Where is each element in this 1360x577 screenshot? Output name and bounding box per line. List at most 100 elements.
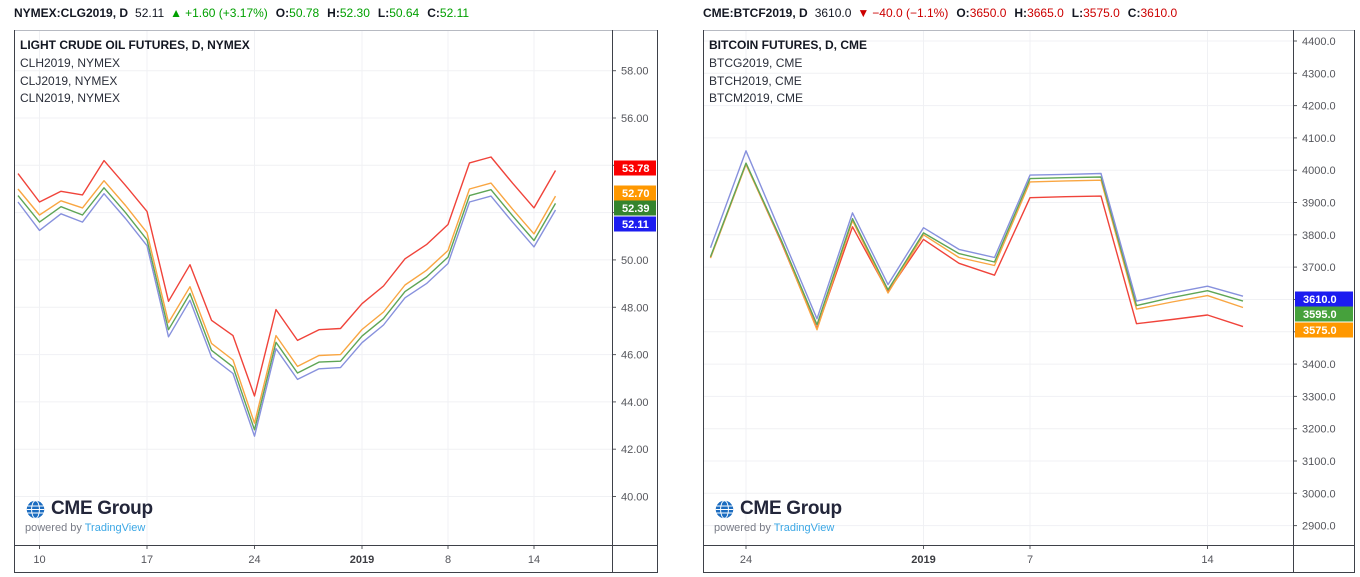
symbol-header-crude: NYMEX:CLG2019, D 52.11 ▲ +1.60 (+3.17%) O:50… [14, 6, 469, 22]
y-axis-label: 3800.0 [1302, 230, 1336, 242]
legend-compare-symbol[interactable]: CLH2019, NYMEX [20, 56, 121, 70]
cme-brand-text: CME Group [51, 498, 153, 519]
close-label: C: [427, 6, 440, 20]
time-scale[interactable] [14, 545, 612, 573]
symbol-header-bitcoin: CME:BTCF2019, D 3610.0 ▼ −40.0 (−1.1%) O:365… [703, 6, 1177, 22]
price-label-text: 52.70 [622, 188, 650, 200]
globe-icon [26, 499, 45, 519]
high-label: H: [1014, 6, 1028, 20]
y-axis-label: 3900.0 [1302, 198, 1336, 210]
legend-compare-symbol[interactable]: BTCG2019, CME [709, 56, 803, 70]
cme-brand-text: CME Group [740, 498, 842, 519]
price-label-text: 52.39 [622, 203, 650, 215]
y-axis-label: 40.00 [621, 492, 649, 504]
bitcoin-chart: 4400.0 4300.0 4200.0 4100.0 4000.0 3900.0 3800… [703, 30, 1355, 573]
y-axis-label: 3100.0 [1302, 456, 1336, 468]
x-axis-label: 17 [141, 554, 153, 566]
legend-compare-symbol[interactable]: BTCM2019, CME [709, 91, 804, 105]
price-label [614, 216, 656, 232]
price-label-text: 3575.0 [1303, 325, 1337, 337]
low-label: L: [377, 6, 390, 20]
price-label-text: 53.78 [622, 163, 650, 175]
chart-legend: BITCOIN FUTURES, D, CME BTCG2019, CME BT… [709, 36, 867, 108]
last-price: 52.11 [135, 6, 165, 20]
legend-compare-symbol[interactable]: CLJ2019, NYMEX [20, 73, 118, 88]
powered-by-text: powered by [714, 522, 771, 534]
legend-title[interactable]: BITCOIN FUTURES, D, CME [709, 38, 867, 52]
price-label-text: 3610.0 [1303, 294, 1337, 306]
tradingview-link[interactable]: TradingView [773, 522, 835, 534]
down-arrow-icon: ▼ [857, 6, 870, 20]
close-label: C: [1127, 6, 1141, 20]
x-axis-label: 24 [248, 554, 260, 566]
x-axis-label: 8 [445, 554, 451, 566]
x-axis-label: 2019 [350, 554, 374, 566]
high-value: 3665.0 [1027, 6, 1064, 20]
y-axis-label: 46.00 [621, 350, 649, 362]
series-line-BTCG2019 [709, 162, 1244, 326]
close-value: 52.11 [439, 6, 470, 20]
y-axis-label: 3400.0 [1302, 359, 1336, 371]
tradingview-link[interactable]: TradingView [84, 522, 146, 534]
chart-plot-area[interactable] [14, 30, 612, 545]
price-label [1295, 306, 1353, 322]
open-label: O: [956, 6, 970, 20]
legend-title[interactable]: LIGHT CRUDE OIL FUTURES, D, NYMEX [20, 38, 250, 52]
series-line-BTCF2019 [709, 150, 1244, 320]
price-scale[interactable] [1293, 30, 1355, 545]
x-axis-label: 14 [1201, 554, 1213, 566]
y-axis-label: 3000.0 [1302, 488, 1336, 500]
y-axis-label: 4300.0 [1302, 68, 1336, 80]
y-axis-label: 4400.0 [1302, 36, 1336, 48]
legend-compare-symbol[interactable]: BTCH2019, CME [709, 73, 802, 88]
price-scale[interactable] [612, 30, 658, 545]
high-label: H: [327, 6, 340, 20]
chart-legend: LIGHT CRUDE OIL FUTURES, D, NYMEX CLH201… [20, 36, 250, 108]
close-value: 3610.0 [1140, 6, 1178, 20]
low-value: 3575.0 [1083, 6, 1120, 20]
open-value: 3650.0 [969, 6, 1007, 20]
price-label [1295, 291, 1353, 307]
last-price: 3610.0 [814, 6, 852, 20]
y-axis-label: 4200.0 [1302, 101, 1336, 113]
price-label-text: 3595.0 [1303, 309, 1337, 321]
y-axis-label: 3700.0 [1302, 262, 1336, 274]
price-label [614, 185, 656, 201]
y-axis-label: 50.00 [621, 255, 649, 267]
price-label [614, 160, 656, 176]
symbol-title[interactable]: CME:BTCF2019, D [703, 6, 808, 20]
y-axis-label: 44.00 [621, 397, 649, 409]
globe-icon [715, 499, 734, 519]
y-axis-label: 4000.0 [1302, 165, 1336, 177]
y-axis-label: 2900.0 [1302, 521, 1336, 533]
price-label [614, 200, 656, 216]
cme-group-logo[interactable]: CME Group powered by TradingView [714, 498, 842, 534]
x-axis-label: 2019 [911, 554, 935, 566]
low-label: L: [1071, 6, 1084, 20]
series-line-BTCH2019 [709, 163, 1244, 331]
price-change: +1.60 (+3.17%) [185, 6, 268, 20]
symbol-title[interactable]: NYMEX:CLG2019, D [14, 6, 129, 20]
y-axis-label: 58.00 [621, 66, 649, 78]
x-axis-label: 14 [528, 554, 540, 566]
x-axis-label: 10 [33, 554, 45, 566]
y-axis-label: 56.00 [621, 113, 649, 125]
chart-plot-area[interactable] [703, 30, 1293, 545]
x-axis-label: 24 [740, 554, 752, 566]
high-value: 52.30 [339, 6, 370, 20]
series-line-CLJ2019 [17, 179, 557, 424]
price-label [1295, 322, 1353, 338]
chart-panel-bitcoin: 4400.0 4300.0 4200.0 4100.0 4000.0 3900.0 3800… [703, 30, 1355, 573]
powered-by-text: powered by [25, 522, 82, 534]
low-value: 50.64 [389, 6, 420, 20]
up-arrow-icon: ▲ [170, 6, 183, 20]
time-scale[interactable] [703, 545, 1293, 573]
series-line-CLN2019 [17, 156, 557, 397]
cme-group-logo[interactable]: CME Group powered by TradingView [25, 498, 153, 534]
y-axis-label: 4100.0 [1302, 133, 1336, 145]
price-change: −40.0 (−1.1%) [872, 6, 949, 20]
legend-compare-symbol[interactable]: CLN2019, NYMEX [20, 91, 121, 105]
series-line-CLG2019 [17, 192, 557, 437]
y-axis-label: 3200.0 [1302, 424, 1336, 436]
